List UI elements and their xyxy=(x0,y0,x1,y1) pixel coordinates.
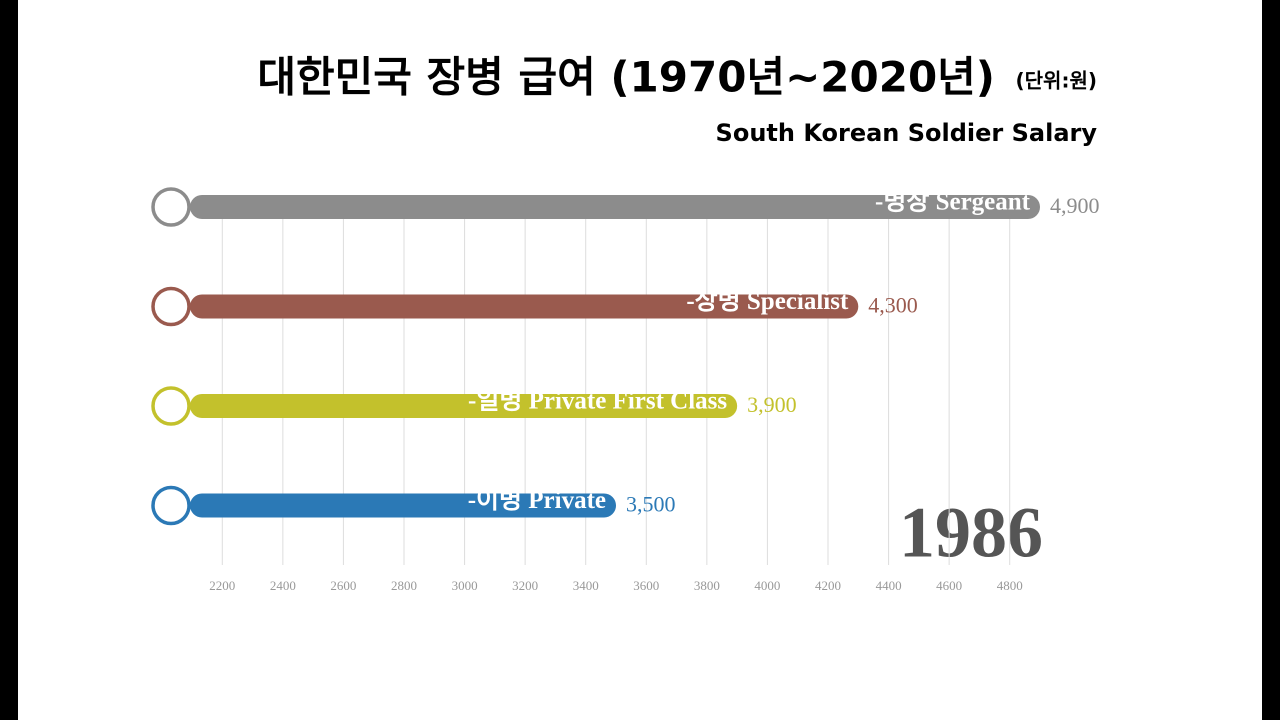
value-label: 4,900 xyxy=(1050,193,1100,218)
x-tick-label: 4600 xyxy=(936,578,962,593)
x-tick-label: 3400 xyxy=(573,578,599,593)
category-label: -일병 Private First Class xyxy=(468,387,727,415)
year-annotation: 1986 xyxy=(899,493,1043,573)
bar-cap xyxy=(151,286,191,327)
bar-cap xyxy=(151,386,191,426)
bar xyxy=(190,195,1040,219)
x-tick-label: 3200 xyxy=(512,578,538,593)
background xyxy=(18,0,1262,720)
subtitle: South Korean Soldier Salary xyxy=(716,119,1098,147)
x-tick-label: 2400 xyxy=(270,578,296,593)
x-tick-label: 3600 xyxy=(633,578,659,593)
bar xyxy=(190,294,859,319)
bar-cap xyxy=(151,485,191,526)
x-tick-label: 2800 xyxy=(391,578,417,593)
x-tick-label: 3000 xyxy=(452,578,478,593)
x-tick-label: 4000 xyxy=(754,578,780,593)
unit: (단위:원) xyxy=(1016,69,1097,93)
category-label: -이병 Private xyxy=(468,486,606,514)
x-tick-label: 4400 xyxy=(876,578,902,593)
value-label: 4,300 xyxy=(868,293,918,318)
bar-cap xyxy=(151,187,191,227)
x-tick-label: 4800 xyxy=(997,578,1023,593)
x-tick-label: 2600 xyxy=(330,578,356,593)
category-label: -상병 Specialist xyxy=(686,287,849,315)
x-tick-label: 2200 xyxy=(209,578,235,593)
category-label: -병장 Sergeant xyxy=(875,188,1031,216)
bar xyxy=(190,394,738,418)
value-label: 3,900 xyxy=(747,392,797,417)
bar xyxy=(190,493,616,518)
x-tick-label: 3800 xyxy=(694,578,720,593)
value-label: 3,500 xyxy=(626,492,676,517)
chart-title: 대한민국 장병 급여 (1970년~2020년) xyxy=(257,53,995,102)
x-tick-label: 4200 xyxy=(815,578,841,593)
